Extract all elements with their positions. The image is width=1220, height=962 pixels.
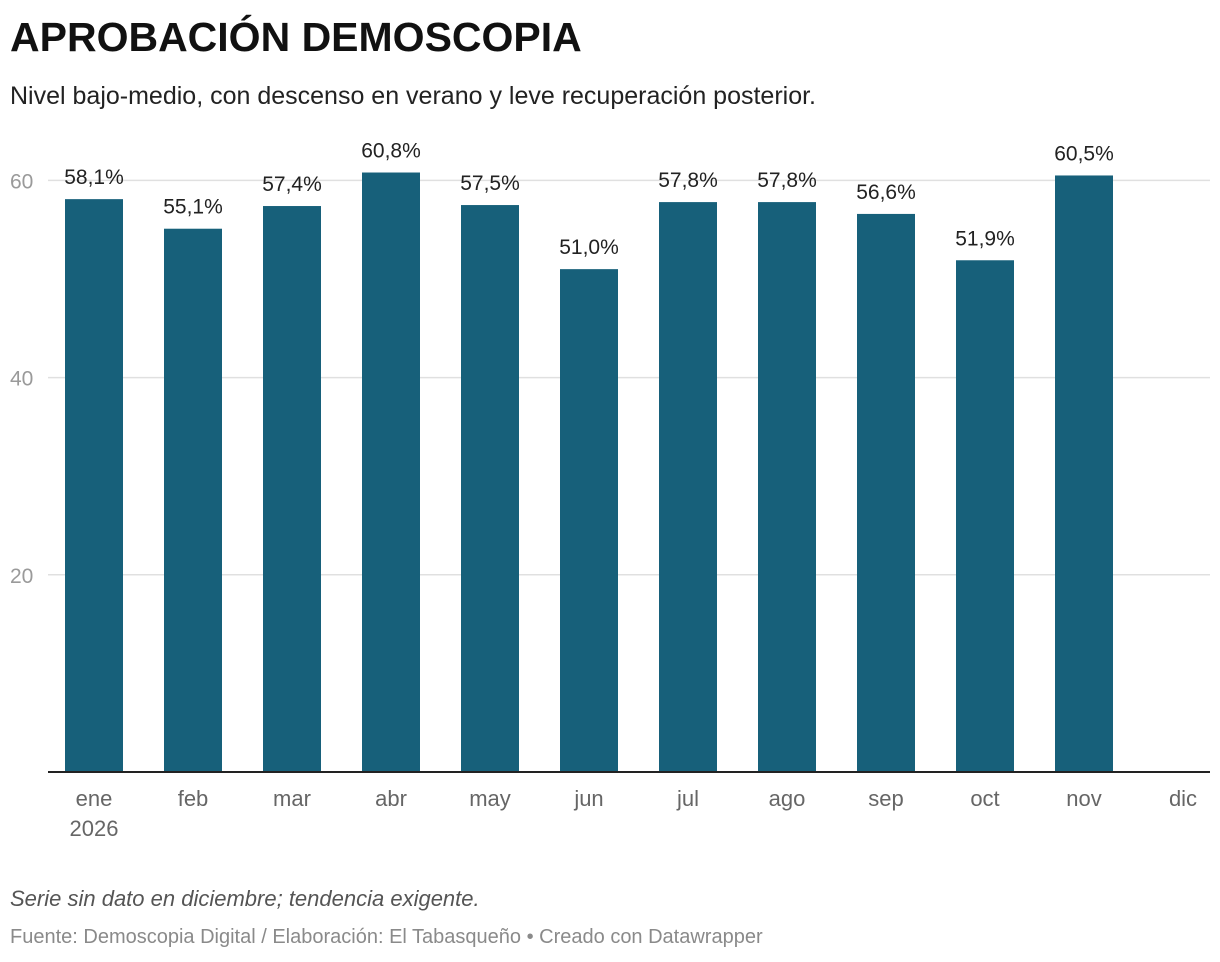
y-tick-label: 40 (10, 368, 33, 391)
bar (362, 172, 420, 773)
x-tick-label-line: ene (76, 786, 113, 811)
bar-value-label: 55,1% (163, 196, 223, 219)
chart-note: Serie sin dato en diciembre; tendencia e… (10, 886, 480, 911)
x-tick-label-line: ago (769, 786, 806, 811)
chart-title: APROBACIÓN DEMOSCOPIA (10, 14, 582, 60)
chart-subtitle: Nivel bajo-medio, con descenso en verano… (10, 82, 817, 110)
x-tick-label: jul (676, 786, 699, 811)
x-tick-label: may (469, 786, 511, 811)
chart-source: Fuente: Demoscopia Digital / Elaboración… (10, 926, 763, 948)
x-tick-label: ago (769, 786, 806, 811)
x-tick-label-line: mar (273, 786, 311, 811)
x-tick-label: ene 2026 (70, 786, 119, 841)
y-tick-label: 20 (10, 565, 33, 588)
bar-value-label: 57,4% (262, 173, 322, 196)
bar (461, 205, 519, 773)
x-tick-label: mar (273, 786, 311, 811)
x-tick-label-line: 2026 (70, 816, 119, 841)
x-tick-label: oct (970, 786, 999, 811)
bar (857, 213, 915, 772)
x-tick-label: jun (573, 786, 603, 811)
x-tick-label-line: dic (1169, 786, 1197, 811)
x-tick-label: sep (868, 786, 903, 811)
y-tick-label: 60 (10, 170, 33, 193)
data-labels: 58,1% 55,1% 57,4% 60,8% 57,5% 51,0% 57,8% 57,8%… (64, 140, 1114, 260)
x-tick-label-line: nov (1066, 786, 1101, 811)
bars (65, 172, 1113, 773)
x-tick-label: dic (1169, 786, 1197, 811)
x-tick-label-line: jul (676, 786, 699, 811)
x-tick-label-line: feb (178, 786, 209, 811)
x-tick-label-line: sep (868, 786, 903, 811)
x-axis-ticks: ene 2026 feb mar abr may jun jul ago sep oct nov dic (70, 786, 1198, 841)
bar-value-label: 57,5% (460, 172, 520, 195)
bar (560, 269, 618, 772)
bar-value-label: 58,1% (64, 166, 124, 189)
bar-value-label: 56,6% (856, 181, 916, 204)
x-tick-label-line: may (469, 786, 511, 811)
bar (263, 206, 321, 772)
bar (956, 260, 1014, 772)
x-tick-label: feb (178, 786, 209, 811)
x-tick-label: nov (1066, 786, 1101, 811)
bar (659, 202, 717, 772)
bar (1055, 175, 1113, 773)
bar-value-label: 51,0% (559, 236, 619, 259)
bar-value-label: 57,8% (757, 169, 817, 192)
bar-value-label: 60,5% (1054, 142, 1114, 165)
bar (758, 202, 816, 772)
bar (65, 199, 123, 772)
bar-value-label: 51,9% (955, 227, 1015, 250)
x-tick-label-line: jun (573, 786, 603, 811)
bar (164, 228, 222, 772)
x-tick-label-line: oct (970, 786, 999, 811)
bar-value-label: 60,8% (361, 140, 421, 163)
bar-value-label: 57,8% (658, 169, 718, 192)
x-tick-label: abr (375, 786, 407, 811)
bar-chart: 20 40 60 58,1% 55,1% 57,4% 60,8% 57,5% 51,0% 57,… (10, 140, 1210, 841)
x-tick-label-line: abr (375, 786, 407, 811)
gridlines: 20 40 60 (10, 170, 1210, 588)
